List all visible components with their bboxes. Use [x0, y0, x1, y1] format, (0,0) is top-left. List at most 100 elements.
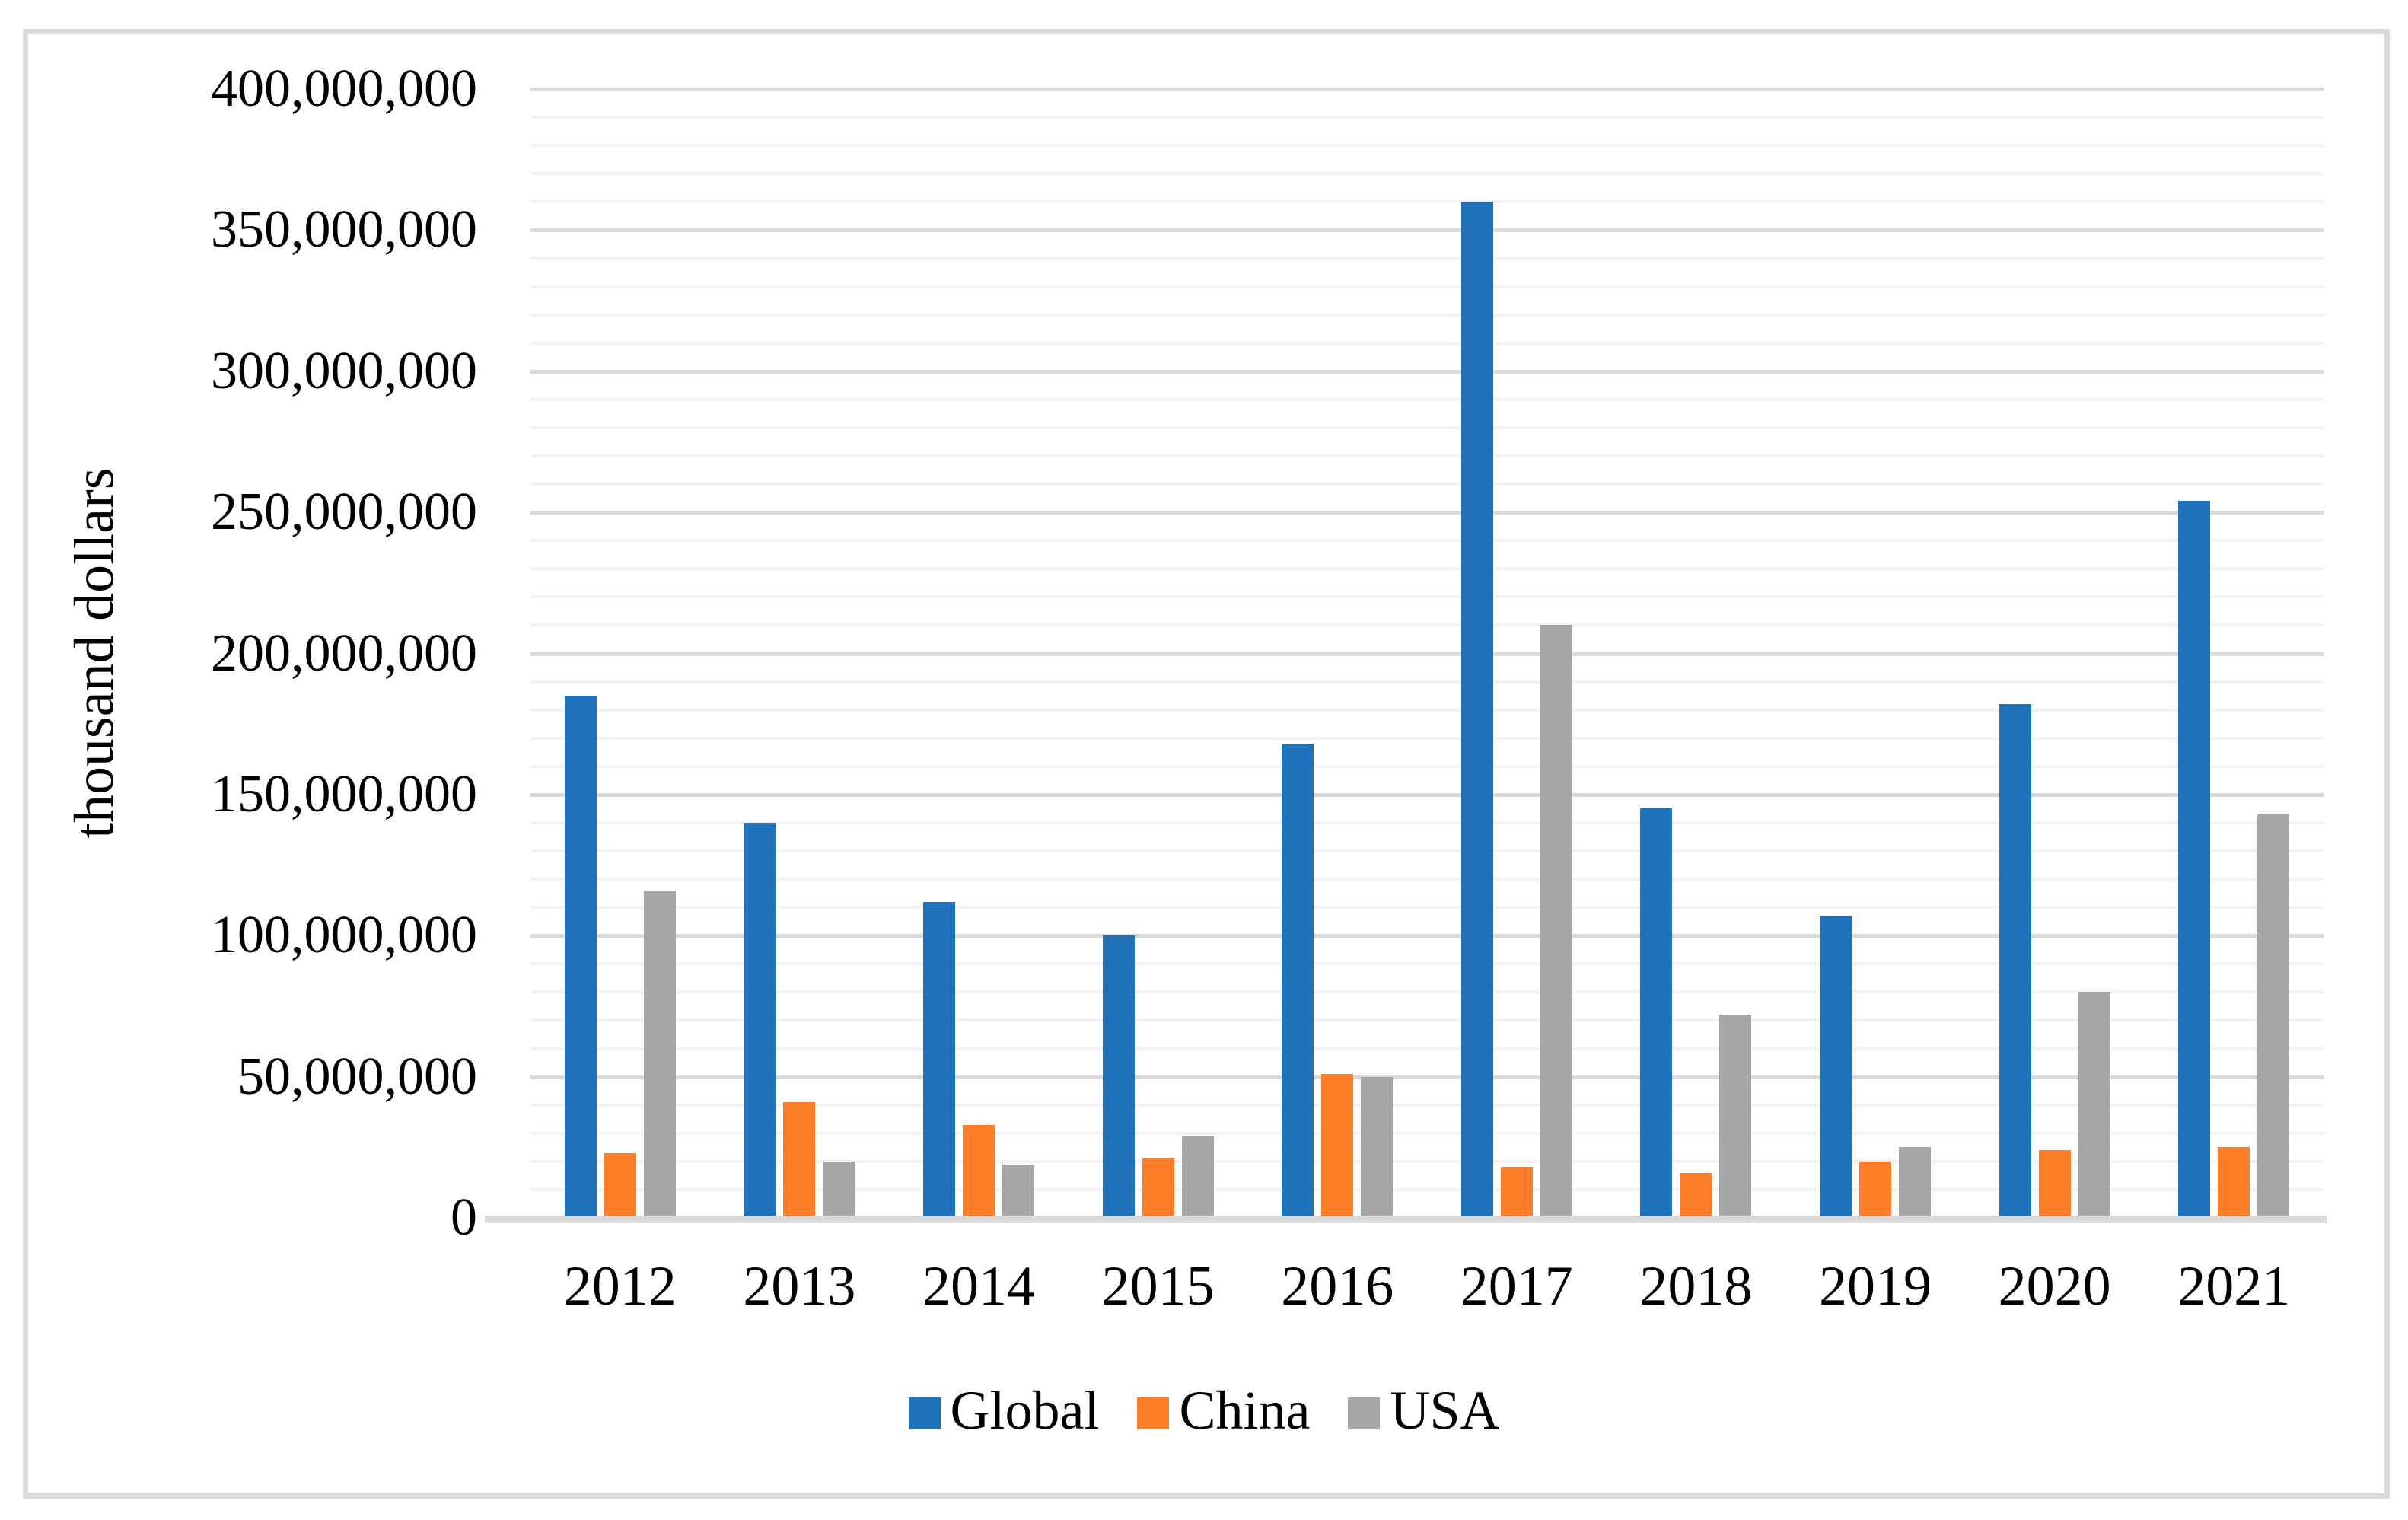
minor-gridline — [530, 397, 2324, 401]
minor-gridline — [530, 680, 2324, 684]
bar-usa-2021 — [2257, 814, 2290, 1218]
bar-global-2017 — [1460, 202, 1493, 1218]
bar-usa-2015 — [1181, 1136, 1214, 1218]
bar-group-2021 — [2144, 89, 2324, 1218]
minor-gridline — [530, 200, 2324, 204]
bar-group-2016 — [1247, 89, 1427, 1218]
bar-global-2015 — [1102, 935, 1135, 1218]
y-tick-label: 400,000,000 — [211, 59, 477, 118]
chart-outer-border — [23, 29, 2390, 1499]
bar-global-2012 — [564, 696, 597, 1218]
bar-group-2019 — [1785, 89, 1965, 1218]
y-tick-label: 0 — [451, 1188, 477, 1247]
bar-group-2017 — [1427, 89, 1607, 1218]
bar-china-2019 — [1859, 1161, 1891, 1218]
x-tick-label-2016: 2016 — [1281, 1255, 1394, 1318]
bar-group-2020 — [1965, 89, 2145, 1218]
bar-china-2020 — [2038, 1150, 2071, 1218]
minor-gridline — [530, 285, 2324, 288]
legend-label: Global — [950, 1380, 1100, 1441]
minor-gridline — [530, 1131, 2324, 1135]
bar-china-2021 — [2218, 1147, 2250, 1218]
major-gridline — [530, 228, 2324, 233]
minor-gridline — [530, 990, 2324, 994]
minor-gridline — [530, 454, 2324, 457]
minor-gridline — [530, 257, 2324, 260]
legend-item-global: Global — [908, 1379, 1100, 1442]
major-gridline — [530, 511, 2324, 515]
major-gridline — [530, 88, 2324, 91]
bar-usa-2012 — [643, 890, 676, 1218]
major-gridline — [530, 369, 2324, 374]
minor-gridline — [530, 821, 2324, 824]
minor-gridline — [530, 708, 2324, 712]
bar-china-2016 — [1321, 1073, 1354, 1218]
minor-gridline — [530, 567, 2324, 571]
chart-legend: Global China USA — [0, 1379, 2408, 1442]
minor-gridline — [530, 1047, 2324, 1050]
plot-area — [530, 88, 2324, 1218]
bar-china-2015 — [1142, 1158, 1174, 1218]
legend-label: China — [1179, 1380, 1311, 1441]
minor-gridline — [530, 736, 2324, 740]
bar-usa-2019 — [1898, 1147, 1931, 1218]
minor-gridline — [530, 116, 2324, 119]
minor-gridline — [530, 313, 2324, 317]
x-tick-label-2021: 2021 — [2177, 1255, 2291, 1318]
bar-global-2021 — [2178, 501, 2211, 1218]
minor-gridline — [530, 878, 2324, 881]
bar-global-2014 — [922, 901, 955, 1218]
legend-label: USA — [1390, 1380, 1500, 1441]
minor-gridline — [530, 341, 2324, 345]
minor-gridline — [530, 1103, 2324, 1107]
minor-gridline — [530, 483, 2324, 486]
minor-gridline — [530, 962, 2324, 966]
y-tick-label: 300,000,000 — [211, 341, 477, 400]
x-tick-label-2019: 2019 — [1818, 1255, 1932, 1318]
minor-gridline — [530, 906, 2324, 910]
minor-gridline — [530, 1018, 2324, 1022]
x-tick-label-2020: 2020 — [1998, 1255, 2111, 1318]
x-tick-label-2018: 2018 — [1639, 1255, 1753, 1318]
x-tick-label-2013: 2013 — [743, 1255, 856, 1318]
minor-gridline — [530, 623, 2324, 627]
bar-usa-2018 — [1719, 1015, 1752, 1218]
y-tick-label: 150,000,000 — [211, 764, 477, 824]
bar-global-2019 — [1819, 916, 1852, 1218]
minor-gridline — [530, 595, 2324, 599]
minor-gridline — [530, 1159, 2324, 1163]
bar-global-2020 — [1999, 704, 2031, 1218]
bar-usa-2013 — [823, 1161, 855, 1218]
x-tick-label-2012: 2012 — [563, 1255, 677, 1318]
x-tick-label-2014: 2014 — [922, 1255, 1035, 1318]
x-tick-label-2015: 2015 — [1101, 1255, 1215, 1318]
legend-item-china: China — [1137, 1379, 1310, 1442]
minor-gridline — [530, 172, 2324, 176]
bar-usa-2014 — [1002, 1164, 1034, 1218]
bar-usa-2017 — [1540, 625, 1572, 1218]
bar-group-2015 — [1069, 89, 1248, 1218]
bar-global-2016 — [1282, 744, 1314, 1218]
minor-gridline — [530, 764, 2324, 768]
minor-gridline — [530, 539, 2324, 543]
minor-gridline — [530, 849, 2324, 853]
major-gridline — [530, 652, 2324, 656]
legend-swatch-usa — [1348, 1397, 1381, 1429]
y-tick-label: 50,000,000 — [237, 1047, 477, 1106]
bar-usa-2016 — [1361, 1076, 1394, 1218]
bar-group-2018 — [1607, 89, 1786, 1218]
major-gridline — [530, 1075, 2324, 1079]
y-tick-label: 200,000,000 — [211, 623, 477, 683]
bar-china-2017 — [1500, 1167, 1533, 1218]
legend-swatch-china — [1137, 1397, 1170, 1429]
minor-gridline — [530, 144, 2324, 148]
y-tick-label: 350,000,000 — [211, 200, 477, 260]
bar-china-2018 — [1680, 1172, 1712, 1218]
legend-swatch-global — [908, 1397, 941, 1429]
bar-china-2012 — [604, 1152, 636, 1218]
bar-group-2014 — [889, 89, 1069, 1218]
x-tick-label-2017: 2017 — [1460, 1255, 1573, 1318]
bar-group-2013 — [710, 89, 890, 1218]
y-tick-label: 250,000,000 — [211, 483, 477, 542]
